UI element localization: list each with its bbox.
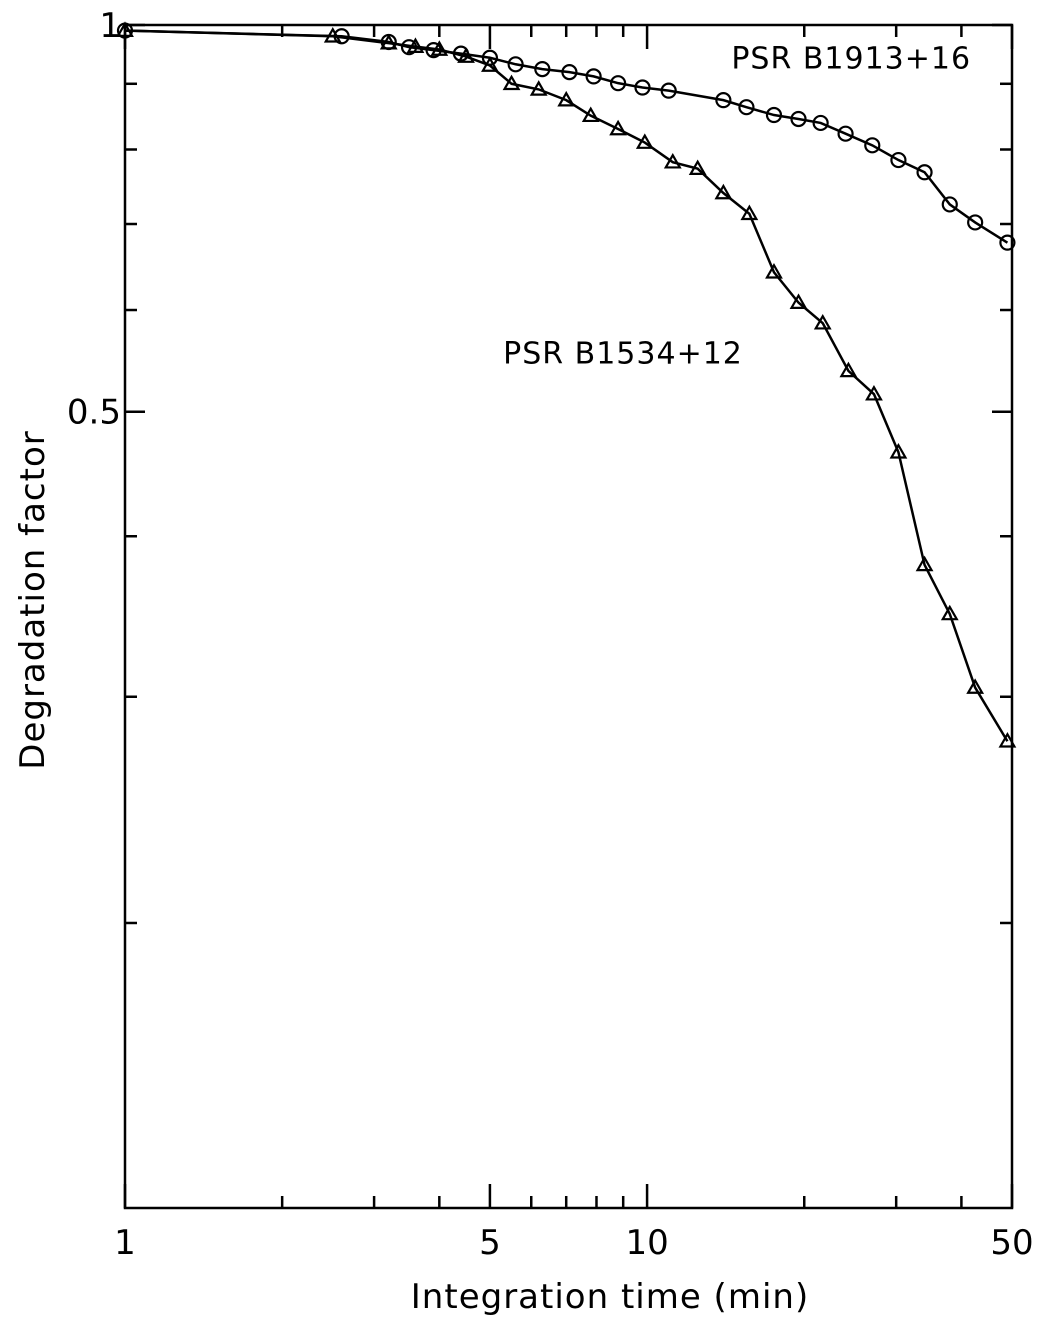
data-point-circle (864, 137, 881, 154)
x-tick-label: 10 (625, 1223, 668, 1263)
series-line (124, 29, 1009, 742)
data-point-triangle (635, 133, 654, 149)
data-point-circle (585, 68, 602, 85)
data-point-circle (634, 79, 651, 96)
series-annotation: PSR B1913+16 (731, 41, 971, 76)
axis-ticks (123, 23, 1014, 1208)
data-point-circle (812, 114, 829, 132)
data-point-triangle (406, 37, 425, 53)
data-point-triangle (430, 40, 449, 56)
data-point-triangle (457, 47, 475, 63)
data-point-circle (941, 196, 958, 213)
data-point-circle (765, 106, 783, 124)
data-point-triangle (529, 80, 548, 96)
x-tick-label: 5 (479, 1223, 501, 1263)
data-point-triangle (998, 732, 1017, 748)
data-point-triangle (865, 384, 883, 401)
data-point-circle (609, 75, 627, 92)
data-point-triangle (557, 90, 576, 107)
series-layer (116, 21, 1017, 748)
data-point-circle (967, 214, 984, 231)
data-point-circle (715, 92, 732, 109)
series-2 (116, 21, 1017, 748)
data-point-triangle (789, 293, 808, 309)
x-tick-label: 1 (114, 1223, 136, 1263)
data-point-triangle (889, 443, 908, 459)
data-point-circle (999, 234, 1016, 251)
data-point-triangle (502, 74, 521, 91)
data-point-triangle (915, 555, 934, 572)
data-point-circle (837, 125, 854, 142)
data-point-triangle (765, 263, 783, 279)
data-point-circle (890, 151, 907, 169)
data-point-triangle (663, 152, 682, 169)
series-annotation: PSR B1534+12 (503, 337, 743, 372)
series-line (124, 29, 1009, 244)
data-point-triangle (581, 106, 600, 123)
x-tick-label: 50 (990, 1223, 1033, 1263)
annotation-layer: PSR B1913+16 PSR B1534+12 (503, 41, 971, 372)
y-tick-label: 1 (99, 6, 121, 46)
data-point-triangle (813, 313, 832, 330)
data-point-triangle (688, 159, 707, 176)
data-point-triangle (940, 604, 959, 621)
data-point-triangle (839, 361, 858, 378)
data-point-triangle (481, 56, 499, 72)
data-point-triangle (116, 21, 134, 37)
plot-frame (123, 23, 1014, 1210)
tick-labels: 1 5 10 50 1 0.5 (67, 6, 1034, 1263)
data-point-triangle (379, 33, 398, 50)
data-point-circle (660, 82, 677, 99)
data-point-circle (534, 61, 551, 78)
data-point-circle (738, 99, 755, 116)
data-point-triangle (966, 678, 985, 694)
data-point-triangle (714, 183, 733, 200)
data-point-circle (507, 56, 524, 73)
data-point-triangle (609, 119, 627, 136)
data-point-circle (561, 64, 578, 81)
data-point-circle (790, 110, 807, 128)
data-point-circle (916, 164, 933, 181)
x-axis-label: Integration time (min) (411, 1277, 809, 1317)
y-axis-label: Degradation factor (13, 430, 53, 769)
data-point-triangle (740, 204, 759, 221)
data-point-triangle (323, 27, 342, 43)
y-tick-label: 0.5 (67, 393, 121, 433)
